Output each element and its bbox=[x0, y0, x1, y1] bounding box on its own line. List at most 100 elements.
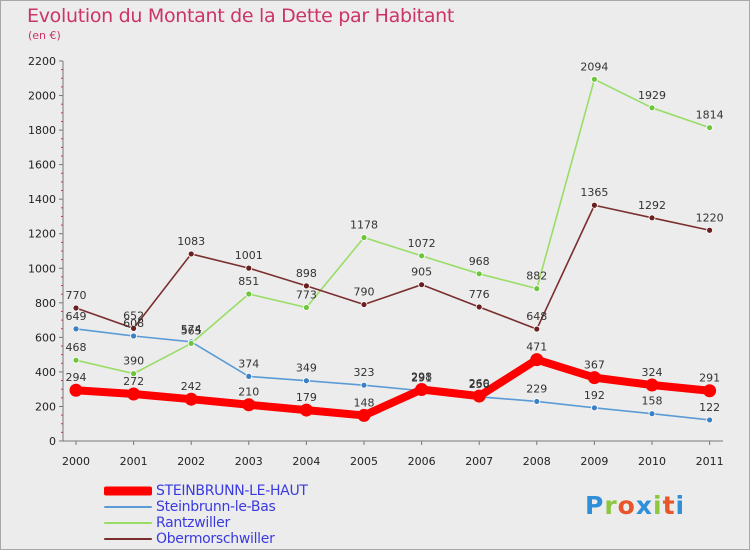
data-label: 374 bbox=[238, 357, 259, 370]
data-label: 882 bbox=[526, 270, 547, 283]
data-label: 294 bbox=[66, 371, 87, 384]
data-label: 898 bbox=[296, 267, 317, 280]
data-point bbox=[245, 290, 253, 298]
logo-letter: t bbox=[662, 491, 676, 520]
legend-swatch bbox=[104, 522, 152, 524]
series-line bbox=[72, 355, 714, 420]
legend-label: Obermorschwiller bbox=[156, 531, 275, 547]
data-point bbox=[418, 281, 426, 289]
data-point bbox=[472, 389, 486, 403]
data-point bbox=[72, 304, 80, 312]
x-tick-label: 2003 bbox=[235, 455, 263, 468]
data-point bbox=[706, 416, 713, 424]
data-point bbox=[187, 250, 195, 258]
x-tick-label: 2001 bbox=[120, 455, 148, 468]
data-label: 1929 bbox=[638, 89, 666, 102]
data-point bbox=[360, 234, 368, 241]
data-point bbox=[72, 325, 80, 333]
data-point bbox=[302, 377, 310, 385]
y-tick-label: 1400 bbox=[28, 193, 56, 206]
data-label: 210 bbox=[238, 386, 259, 399]
data-point bbox=[475, 270, 483, 278]
axes: 0 200 400 600 800 1000 1200 1400 1600 1800 2000 220… bbox=[28, 55, 724, 468]
data-label: 1083 bbox=[177, 235, 205, 248]
data-point bbox=[242, 398, 256, 412]
data-point bbox=[648, 104, 656, 112]
data-point bbox=[130, 332, 138, 340]
data-label: 468 bbox=[66, 341, 87, 354]
data-point bbox=[530, 353, 544, 367]
data-point bbox=[302, 282, 310, 290]
data-point bbox=[184, 392, 198, 406]
data-point bbox=[703, 384, 717, 398]
chart-title: Evolution du Montant de la Dette par Hab… bbox=[27, 5, 455, 27]
y-tick-label: 200 bbox=[35, 400, 56, 413]
data-point bbox=[591, 75, 598, 83]
data-point bbox=[415, 383, 429, 397]
chart-subtitle: (en €) bbox=[28, 29, 61, 42]
data-label: 158 bbox=[642, 395, 663, 408]
data-point bbox=[245, 372, 253, 380]
series-line bbox=[75, 204, 711, 330]
logo-letter: o bbox=[617, 491, 636, 520]
data-label: 1072 bbox=[408, 237, 436, 250]
data-point bbox=[533, 325, 541, 333]
y-tick-label: 0 bbox=[49, 435, 56, 448]
data-label: 324 bbox=[642, 366, 663, 379]
data-label: 1001 bbox=[235, 249, 263, 262]
data-point bbox=[360, 301, 368, 308]
series-line bbox=[75, 78, 711, 375]
data-point bbox=[245, 264, 253, 272]
y-tick-label: 1600 bbox=[28, 159, 56, 172]
data-label: 192 bbox=[584, 389, 605, 402]
legend-label: Steinbrunn-le-Bas bbox=[156, 499, 276, 515]
data-label: 323 bbox=[354, 366, 375, 379]
logo-letter: i bbox=[675, 491, 686, 520]
data-label: 770 bbox=[66, 289, 87, 302]
x-tick-label: 2009 bbox=[580, 455, 608, 468]
data-point bbox=[72, 356, 80, 364]
data-label: 905 bbox=[411, 266, 432, 279]
data-label: 608 bbox=[123, 317, 144, 330]
y-tick-label: 2200 bbox=[28, 55, 56, 68]
data-point bbox=[69, 383, 83, 397]
data-point bbox=[475, 303, 483, 311]
data-label: 229 bbox=[526, 382, 547, 395]
logo-letter: P bbox=[585, 491, 605, 520]
data-point bbox=[587, 371, 601, 385]
data-label: 256 bbox=[469, 378, 490, 391]
data-label: 367 bbox=[584, 359, 605, 372]
data-label: 773 bbox=[296, 288, 317, 301]
logo-letter: i bbox=[653, 491, 663, 520]
data-label: 652 bbox=[123, 309, 144, 322]
data-point bbox=[706, 226, 713, 234]
y-tick-label: 1200 bbox=[28, 228, 56, 241]
data-label: 148 bbox=[354, 396, 375, 409]
data-point bbox=[706, 124, 713, 132]
data-label: 776 bbox=[469, 288, 490, 301]
data-label: 565 bbox=[181, 324, 202, 337]
data-label: 471 bbox=[526, 341, 547, 354]
legend-label: Rantzwiller bbox=[156, 515, 230, 531]
y-tick-label: 400 bbox=[35, 366, 56, 379]
data-point bbox=[648, 214, 656, 222]
proxiti-logo: Proxiti bbox=[585, 491, 685, 520]
y-tick-label: 600 bbox=[35, 331, 56, 344]
x-tick-label: 2000 bbox=[62, 455, 90, 468]
data-point bbox=[127, 387, 141, 401]
data-label: 242 bbox=[181, 380, 202, 393]
data-label: 1220 bbox=[696, 211, 724, 224]
data-point bbox=[357, 408, 371, 422]
legend-label: STEINBRUNN-LE-HAUT bbox=[156, 483, 308, 499]
data-label: 349 bbox=[296, 362, 317, 375]
series-lines bbox=[72, 78, 714, 421]
x-tick-label: 2007 bbox=[465, 455, 493, 468]
logo-letter: x bbox=[635, 491, 653, 520]
data-point bbox=[302, 304, 310, 311]
data-label: 1178 bbox=[350, 219, 378, 232]
data-point bbox=[648, 410, 656, 418]
data-label: 298 bbox=[411, 371, 432, 384]
data-point bbox=[533, 285, 541, 293]
